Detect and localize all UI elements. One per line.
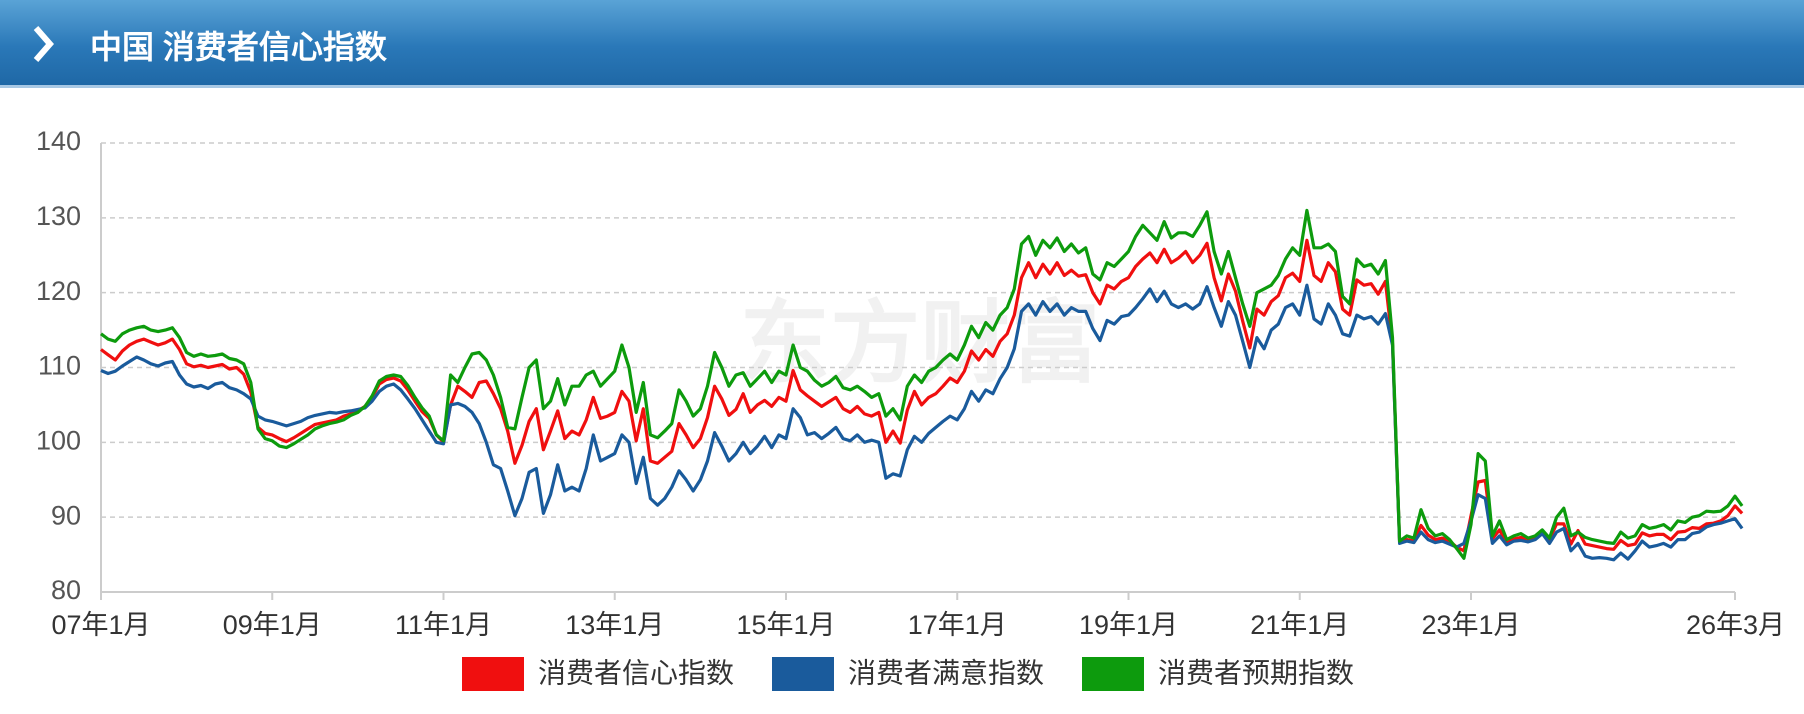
legend-label: 消费者信心指数 bbox=[538, 657, 734, 688]
x-tick-label: 11年1月 bbox=[395, 610, 492, 640]
series-line bbox=[100, 238, 1744, 553]
legend-swatch bbox=[772, 657, 834, 691]
watermark: 东方财富 bbox=[740, 294, 1100, 394]
legend-swatch bbox=[1082, 657, 1144, 691]
x-tick-label: 13年1月 bbox=[565, 610, 664, 640]
y-tick-label: 140 bbox=[36, 126, 81, 156]
y-tick-label: 120 bbox=[36, 276, 81, 306]
y-tick-label: 100 bbox=[36, 425, 81, 455]
x-tick-label: 26年3月 bbox=[1686, 610, 1785, 640]
legend-swatch bbox=[462, 657, 524, 691]
x-tick-label: 23年1月 bbox=[1421, 610, 1520, 640]
y-tick-label: 130 bbox=[36, 201, 81, 231]
legend-label: 消费者预期指数 bbox=[1158, 657, 1354, 688]
x-tick-label: 07年1月 bbox=[51, 610, 150, 640]
x-tick-label: 19年1月 bbox=[1079, 610, 1178, 640]
chevron-icon bbox=[33, 26, 54, 62]
y-tick-label: 80 bbox=[51, 575, 81, 605]
series-line bbox=[100, 208, 1744, 560]
y-tick-label: 110 bbox=[38, 351, 81, 381]
x-tick-label: 17年1月 bbox=[908, 610, 1007, 640]
x-tick-label: 21年1月 bbox=[1250, 610, 1349, 640]
header-bar: 中国 消费者信心指数 bbox=[0, 0, 1804, 88]
header-title: 中国 消费者信心指数 bbox=[90, 29, 387, 65]
x-tick-label: 15年1月 bbox=[736, 610, 835, 640]
y-tick-label: 90 bbox=[51, 500, 81, 530]
legend-label: 消费者满意指数 bbox=[848, 657, 1044, 688]
x-tick-label: 09年1月 bbox=[223, 610, 322, 640]
